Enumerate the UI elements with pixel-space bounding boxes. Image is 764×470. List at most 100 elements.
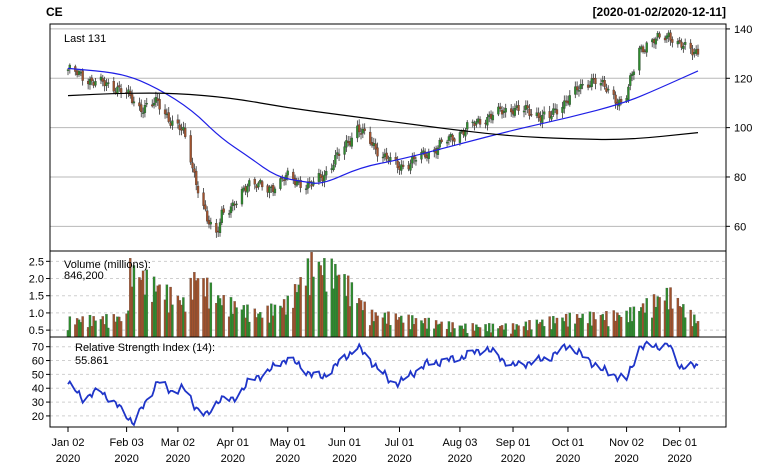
volume-bar xyxy=(555,317,559,338)
candle-body xyxy=(184,128,187,137)
candle-body xyxy=(325,170,328,176)
volume-bar xyxy=(337,274,341,338)
candle-body xyxy=(101,78,104,82)
candle-body xyxy=(401,164,405,167)
candle-body xyxy=(436,147,440,155)
candle-body xyxy=(158,99,161,110)
volume-panel: 0.5 1.0 1.5 2.0 2.5 Volume (millions): 846,2… xyxy=(29,250,727,338)
price-grid xyxy=(50,28,726,227)
rsi-tick-label: 70 xyxy=(32,342,44,354)
candle-body xyxy=(629,75,632,86)
rsi-title: Relative Strength Index (14): xyxy=(75,342,215,354)
candle-body xyxy=(530,114,533,116)
candle-body xyxy=(575,86,579,91)
volume-bar xyxy=(235,307,238,338)
candle-body xyxy=(105,82,108,87)
candle-body xyxy=(618,99,621,107)
x-tick-year: 2020 xyxy=(114,453,138,465)
volume-bar xyxy=(363,301,366,338)
candle-body xyxy=(676,41,680,45)
candle-body xyxy=(491,115,495,121)
volume-bar xyxy=(696,321,700,338)
x-tick-label: Apr 01 xyxy=(217,437,249,449)
candle-body xyxy=(548,111,551,118)
candle-body xyxy=(204,204,207,210)
volume-bar xyxy=(671,308,674,338)
candle-body xyxy=(627,86,630,100)
candle-body xyxy=(528,109,531,116)
candle-body xyxy=(517,105,520,111)
candle-body xyxy=(90,77,93,82)
candle-body xyxy=(152,102,156,106)
candle-body xyxy=(665,35,669,39)
x-tick-year: 2020 xyxy=(332,453,356,465)
candle-body xyxy=(522,110,526,113)
candle-body xyxy=(345,140,348,148)
volume-bar xyxy=(260,317,264,338)
candle-body xyxy=(229,206,233,214)
candle-body xyxy=(577,90,581,92)
candle-body xyxy=(218,222,222,234)
candle-body xyxy=(568,95,571,105)
candle-body xyxy=(178,124,181,130)
volume-bar xyxy=(466,332,469,338)
volume-bar xyxy=(389,325,392,338)
x-tick-label: Mar 02 xyxy=(161,437,195,449)
candle-body xyxy=(176,119,180,124)
x-tick-label: Oct 01 xyxy=(552,437,584,449)
volume-bar xyxy=(594,319,597,338)
volume-title: Volume (millions): xyxy=(64,259,151,271)
candle-body xyxy=(145,103,148,105)
candle-body xyxy=(447,136,451,141)
candle-body xyxy=(423,151,427,158)
candle-body xyxy=(614,94,617,104)
volume-bar xyxy=(299,277,302,338)
candle-body xyxy=(658,33,661,38)
candle-body xyxy=(645,42,648,53)
candle-body xyxy=(248,180,251,187)
rsi-tick-label: 60 xyxy=(32,356,44,368)
volume-bar xyxy=(478,327,482,338)
candle-body xyxy=(400,164,403,171)
volume-bar xyxy=(145,269,148,338)
candle-body xyxy=(196,185,200,194)
rsi-line xyxy=(67,340,699,427)
volume-bar xyxy=(286,295,289,338)
volume-bar xyxy=(607,326,610,338)
candle-body xyxy=(191,162,194,169)
volume-bar xyxy=(491,323,495,338)
candle-body xyxy=(332,164,335,171)
x-tick-label: Sep 01 xyxy=(496,437,531,449)
candle-body xyxy=(396,160,399,168)
volume-bar xyxy=(184,311,187,338)
candle-body xyxy=(451,134,454,141)
x-axis: Jan 02 2020 Feb 03 2020 Mar 02 2020 Apr 01 2020… xyxy=(51,427,697,465)
volume-bar xyxy=(645,298,648,338)
candle-body xyxy=(537,112,540,118)
rsi-tick-label: 20 xyxy=(32,411,44,423)
candle-body xyxy=(215,223,218,233)
candle-body xyxy=(268,186,271,193)
candle-body xyxy=(343,146,346,155)
candle-body xyxy=(363,128,366,131)
candle-body xyxy=(594,78,597,85)
volume-bar xyxy=(222,295,225,338)
price-panel-frame xyxy=(49,23,727,252)
x-tick-year: 2020 xyxy=(614,453,638,465)
volume-y-axis: 0.5 1.0 1.5 2.0 2.5 xyxy=(29,256,50,337)
volume-bar xyxy=(132,265,136,338)
candle-body xyxy=(195,170,198,185)
volume-tick-label: 0.5 xyxy=(29,325,44,337)
volume-tick-label: 2.5 xyxy=(29,256,44,268)
candle-body xyxy=(684,42,687,45)
candle-body xyxy=(440,139,443,143)
candle-body xyxy=(350,137,354,147)
x-tick-label: Feb 03 xyxy=(109,437,143,449)
candle-body xyxy=(171,120,174,126)
candle-body xyxy=(641,46,645,53)
candle-body xyxy=(66,69,70,71)
candle-body xyxy=(119,88,123,93)
volume-bar xyxy=(119,321,123,338)
candle-body xyxy=(689,42,692,49)
x-tick-label: Nov 02 xyxy=(609,437,644,449)
